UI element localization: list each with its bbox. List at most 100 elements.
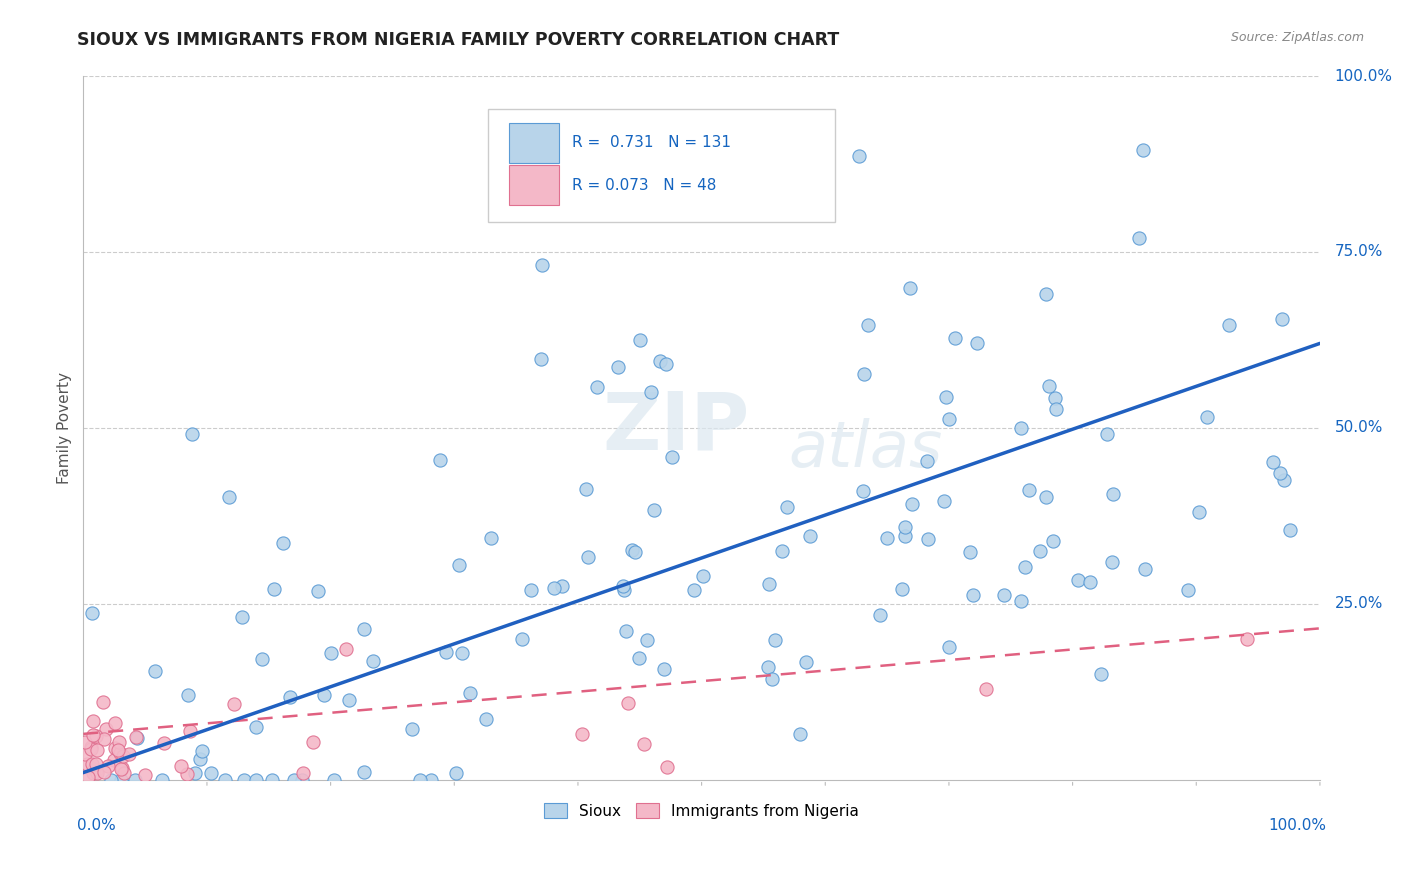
Point bbox=[1014, 560, 1036, 574]
Point bbox=[848, 149, 870, 163]
Point bbox=[271, 536, 294, 550]
Text: Source: ZipAtlas.com: Source: ZipAtlas.com bbox=[1230, 31, 1364, 45]
Point bbox=[1218, 318, 1240, 333]
Point bbox=[530, 258, 553, 272]
Point bbox=[510, 632, 533, 647]
Point bbox=[301, 735, 323, 749]
Point bbox=[183, 766, 205, 780]
Point bbox=[319, 646, 342, 660]
Point bbox=[124, 772, 146, 787]
Point bbox=[152, 736, 174, 750]
Point bbox=[890, 582, 912, 597]
Point bbox=[1236, 632, 1258, 647]
Point bbox=[76, 756, 98, 771]
Point bbox=[449, 558, 471, 573]
Point bbox=[763, 632, 786, 647]
Point bbox=[962, 588, 984, 602]
Point bbox=[82, 766, 104, 780]
FancyBboxPatch shape bbox=[509, 165, 560, 205]
Point bbox=[789, 727, 811, 741]
Point bbox=[652, 662, 675, 676]
Point bbox=[108, 746, 131, 760]
Point bbox=[966, 335, 988, 350]
Point bbox=[586, 380, 609, 394]
Text: 100.0%: 100.0% bbox=[1334, 69, 1393, 84]
Point bbox=[111, 749, 134, 764]
Point bbox=[612, 579, 634, 593]
Point bbox=[575, 482, 598, 496]
Point bbox=[1102, 486, 1125, 500]
Point bbox=[170, 759, 193, 773]
Point bbox=[633, 737, 655, 751]
Point bbox=[250, 651, 273, 665]
Point bbox=[110, 772, 132, 787]
Point bbox=[83, 762, 105, 776]
FancyBboxPatch shape bbox=[509, 123, 560, 162]
Point bbox=[100, 772, 122, 787]
Point bbox=[233, 772, 256, 787]
Point bbox=[938, 411, 960, 425]
Point bbox=[218, 491, 240, 505]
Point bbox=[1010, 421, 1032, 435]
Point bbox=[86, 743, 108, 757]
Point bbox=[794, 655, 817, 669]
Point bbox=[111, 761, 134, 775]
Point bbox=[179, 723, 201, 738]
Point bbox=[1272, 473, 1295, 487]
Point bbox=[1038, 379, 1060, 393]
Point bbox=[291, 772, 314, 787]
Point bbox=[79, 740, 101, 755]
Point bbox=[479, 531, 502, 545]
Point bbox=[756, 660, 779, 674]
Point bbox=[993, 588, 1015, 602]
Text: SIOUX VS IMMIGRANTS FROM NIGERIA FAMILY POVERTY CORRELATION CHART: SIOUX VS IMMIGRANTS FROM NIGERIA FAMILY … bbox=[77, 31, 839, 49]
Point bbox=[543, 581, 565, 595]
Point bbox=[401, 722, 423, 736]
FancyBboxPatch shape bbox=[488, 109, 835, 222]
Point bbox=[1078, 574, 1101, 589]
Point bbox=[429, 453, 451, 467]
Point bbox=[1278, 523, 1301, 537]
Point bbox=[1101, 555, 1123, 569]
Point bbox=[917, 532, 939, 546]
Point bbox=[107, 743, 129, 757]
Point bbox=[450, 646, 472, 660]
Point bbox=[614, 624, 637, 638]
Point bbox=[917, 453, 939, 467]
Text: atlas: atlas bbox=[789, 418, 942, 480]
Y-axis label: Family Poverty: Family Poverty bbox=[58, 372, 72, 483]
Point bbox=[134, 768, 156, 782]
Point bbox=[852, 484, 875, 499]
Point bbox=[1035, 287, 1057, 301]
Point bbox=[530, 351, 553, 366]
Point bbox=[361, 654, 384, 668]
Point bbox=[200, 766, 222, 780]
Point bbox=[606, 360, 628, 375]
Point bbox=[191, 744, 214, 758]
Point bbox=[82, 606, 104, 620]
Point bbox=[640, 384, 662, 399]
Point bbox=[856, 318, 879, 333]
Point bbox=[75, 735, 97, 749]
Point bbox=[125, 730, 148, 744]
Point bbox=[335, 642, 357, 657]
Point bbox=[245, 720, 267, 734]
Point bbox=[959, 545, 981, 559]
Point bbox=[214, 772, 236, 787]
Point bbox=[628, 334, 651, 348]
Point bbox=[617, 696, 640, 710]
Point bbox=[107, 734, 129, 748]
Point bbox=[291, 765, 314, 780]
Point bbox=[409, 772, 432, 787]
Point bbox=[898, 281, 921, 295]
Point bbox=[82, 756, 104, 771]
Text: 75.0%: 75.0% bbox=[1334, 244, 1384, 260]
Text: R =  0.731   N = 131: R = 0.731 N = 131 bbox=[572, 136, 731, 151]
Point bbox=[683, 582, 706, 597]
Point bbox=[1195, 409, 1218, 424]
Point bbox=[1045, 391, 1067, 405]
Point bbox=[974, 681, 997, 696]
Point bbox=[657, 759, 679, 773]
Point bbox=[519, 582, 541, 597]
Text: 0.0%: 0.0% bbox=[77, 818, 115, 833]
